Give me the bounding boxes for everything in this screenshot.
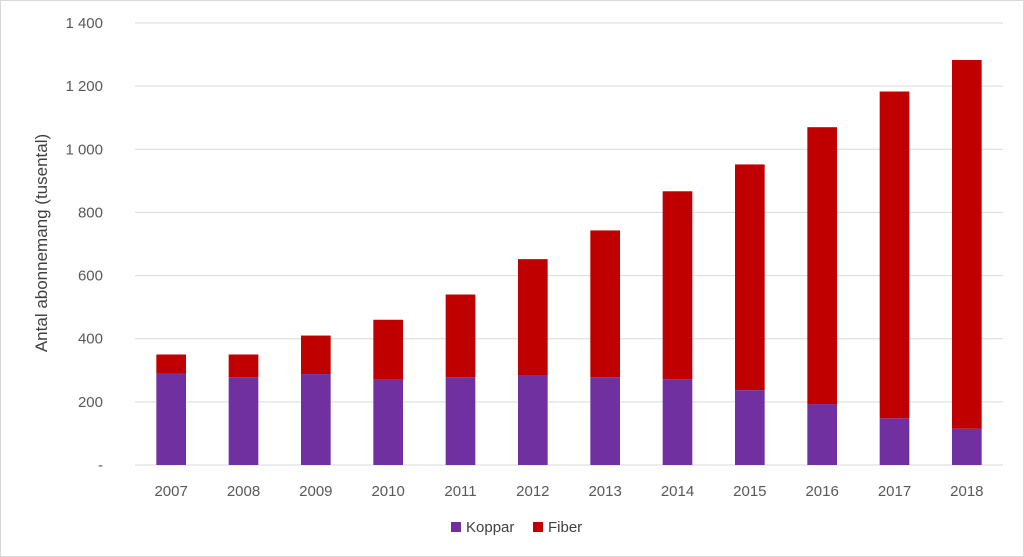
bar-koppar-2008: [228, 377, 259, 465]
bar-koppar-2010: [373, 379, 403, 465]
bar-koppar-2013: [590, 377, 620, 465]
x-tick-label: 2012: [516, 483, 549, 500]
bar-fiber-2008: [228, 354, 259, 378]
y-tick-labels: - 200 400 600 800 1 000 1 200 1 400: [65, 15, 103, 474]
bar-fiber-2017: [879, 91, 910, 419]
y-tick-label: 1 000: [65, 141, 103, 158]
x-tick-labels: 2007 2008 2009 2010 2011 2012 2013 2014 2015 2016…: [154, 483, 983, 500]
bars: [156, 59, 982, 465]
x-tick-label: 2008: [227, 483, 260, 500]
bar-koppar-2007: [156, 373, 186, 465]
bar-fiber-2007: [156, 354, 186, 374]
bar-koppar-2009: [301, 374, 331, 465]
bar-fiber-2011: [445, 294, 476, 378]
bar-koppar-2015: [735, 390, 765, 465]
x-tick-label: 2007: [154, 483, 187, 500]
bar-fiber-2018: [952, 59, 982, 429]
x-tick-label: 2017: [878, 483, 911, 500]
bar-koppar-2016: [807, 404, 837, 465]
legend-swatch-fiber: [533, 522, 543, 532]
bar-fiber-2010: [373, 319, 403, 380]
bar-koppar-2018: [952, 428, 982, 465]
gridlines: [135, 22, 1003, 466]
legend-swatch-koppar: [451, 522, 461, 532]
legend-label-koppar: Koppar: [466, 519, 514, 536]
y-tick-label: 800: [78, 204, 103, 221]
x-tick-label: 2010: [371, 483, 404, 500]
bar-fiber-2012: [518, 259, 548, 376]
x-tick-label: 2009: [299, 483, 332, 500]
legend: Koppar Fiber: [451, 519, 582, 536]
x-tick-label: 2014: [661, 483, 694, 500]
bar-koppar-2011: [445, 377, 476, 465]
bar-koppar-2012: [518, 375, 548, 465]
legend-label-fiber: Fiber: [548, 519, 582, 536]
bar-koppar-2017: [879, 418, 910, 465]
y-tick-label: 1 400: [65, 15, 103, 32]
x-tick-label: 2018: [950, 483, 983, 500]
y-axis-title: Antal abonnemang (tusental): [32, 134, 51, 352]
y-tick-label: 600: [78, 268, 103, 285]
bar-fiber-2013: [590, 230, 620, 378]
y-tick-label: 400: [78, 331, 103, 348]
bar-fiber-2009: [301, 335, 331, 375]
bar-fiber-2014: [662, 191, 693, 380]
y-tick-label: 200: [78, 394, 103, 411]
bar-fiber-2016: [807, 127, 837, 405]
x-tick-label: 2013: [588, 483, 621, 500]
bar-koppar-2014: [662, 379, 693, 465]
x-tick-label: 2015: [733, 483, 766, 500]
bar-fiber-2015: [735, 164, 765, 391]
y-tick-label: 1 200: [65, 78, 103, 95]
x-tick-label: 2016: [805, 483, 838, 500]
y-tick-label: -: [98, 457, 103, 474]
x-tick-label: 2011: [444, 483, 476, 500]
